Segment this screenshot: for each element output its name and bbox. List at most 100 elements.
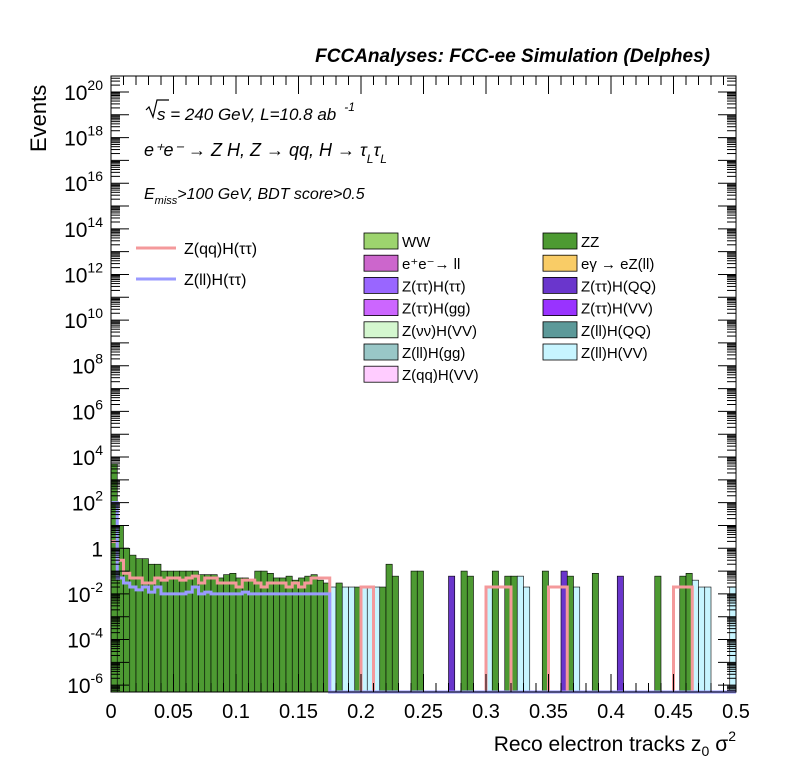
x-tick-label: 0.4 [597,701,625,723]
bar [698,586,706,693]
x-tick-label: 0.45 [654,701,693,723]
y-tick-label: 10-2 [67,579,103,607]
bar [223,574,231,693]
bar [248,579,256,693]
y-tick-label: 10-4 [67,625,103,653]
y-tick-label: 102 [72,488,103,516]
bar [448,575,456,693]
legend-background-label: WW [402,234,431,251]
y-tick-label: 104 [72,442,103,470]
x-tick-label: 0.3 [472,701,500,723]
bar [573,586,581,693]
bar [291,579,299,693]
bar [229,572,237,693]
y-tick-label: 1020 [64,77,103,105]
legend-background-swatch [363,365,399,383]
tau-sub-1: L [367,152,374,166]
legend-background-label: e⁺e⁻→ ll [402,256,460,273]
y-tick-label: 10-6 [67,670,103,698]
legend-background-label: Z(ll)H(VV) [581,345,648,362]
bar [254,570,262,693]
x-tick-label: 0 [105,701,116,723]
bar [654,575,662,693]
x-tick-label: 0.1 [222,701,250,723]
legend-background-swatch [363,232,399,250]
process-text: e⁺e⁻ → Z H, Z → qq, H → τ [144,140,368,160]
legend-background-swatch [542,276,578,294]
y-tick-label: 1010 [64,305,103,333]
x-axis-label-main: Reco electron tracks z [494,733,702,756]
legend-background-label: ZZ [581,234,599,251]
bar [391,575,399,693]
bar [679,575,687,693]
legend-background-label: Z(ll)H(QQ) [581,323,651,340]
legend-background-swatch [363,299,399,317]
x-tick-label: 0.25 [404,701,443,723]
bar [379,586,387,693]
legend-background-swatch [363,321,399,339]
bar [410,570,418,693]
legend-background-swatch [542,232,578,250]
annotation-process: e⁺e⁻ → Z H, Z → qq, H → τLτL [144,140,387,166]
legend-background-label: Z(ττ)H(VV) [581,301,653,318]
x-axis-label-sup: 2 [728,728,736,744]
legend-background-swatch [542,254,578,272]
legend-background: WW e⁺e⁻→ ll Z(ττ)H(ττ) Z(ττ)H(gg) Z(νν)H(VV)… [363,232,656,384]
tau-sub-2: L [380,152,387,166]
bar [491,570,499,693]
y-tick-label: 108 [72,351,103,379]
sqrt-symbol [145,99,169,119]
annotation-cuts: Emiss>100 GeV, BDT score>0.5 [144,186,365,207]
legend-background-label: Z(ττ)H(ττ) [402,278,466,295]
bar [266,572,274,693]
bar [385,563,393,693]
y-tick-label: 1012 [64,259,103,287]
x-axis-label: Reco electron tracks z0 σ2 [494,728,737,759]
bar [616,575,624,693]
bar [466,575,474,693]
legend-background-label: eγ → eZ(ll) [581,256,654,273]
y-tick-label: 1016 [64,168,103,196]
legend-background-swatch [542,299,578,317]
legend-background-label: Z(ττ)H(gg) [402,301,471,318]
x-tick-label: 0.15 [279,701,318,723]
cut-main: E [144,186,155,203]
legend-signal: Z(qq)H(ττ) Z(ll)H(ττ) [136,241,257,289]
bar [335,582,343,693]
bar [341,586,349,693]
legend-background-label: Z(ll)H(gg) [402,345,465,362]
sqrt-s-text: s = 240 GeV, L=10.8 ab [157,105,336,124]
y-tick-label: 106 [72,396,103,424]
svg-text:s = 240 GeV, L=10.8 ab-1: s = 240 GeV, L=10.8 ab -1 [157,100,355,124]
bar [166,570,174,693]
legend-background-swatch [363,343,399,361]
bar [460,570,468,693]
x-tick-label: 0.5 [722,701,750,723]
bar [516,575,524,693]
legend-background-label: Z(qq)H(VV) [402,367,479,384]
legend-background-swatch [363,254,399,272]
bar [310,574,318,693]
cut-sub: miss [155,195,178,207]
bar [591,572,599,693]
annotation-sqrt-s: s = 240 GeV, L=10.8 ab -1 [145,99,355,124]
bar [173,570,181,693]
bar [316,579,324,693]
legend-background-swatch [542,321,578,339]
bar [523,586,531,693]
legend-background-label: Z(νν)H(VV) [402,323,477,340]
legend-signal-label: Z(qq)H(ττ) [184,241,257,258]
bar [179,570,187,693]
cut-tail: >100 GeV, BDT score>0.5 [177,186,364,203]
y-tick-label: 1018 [64,123,103,151]
legend-background-swatch [363,276,399,294]
lumi-exponent: -1 [344,100,355,114]
x-tick-label: 0.05 [154,701,193,723]
legend-background-swatch [542,343,578,361]
bar [704,586,712,693]
y-tick-label: 1014 [64,214,103,242]
bar [348,586,356,693]
x-axis-label-sub: 0 [701,743,709,759]
x-axis-label-sigma: σ [715,733,728,756]
